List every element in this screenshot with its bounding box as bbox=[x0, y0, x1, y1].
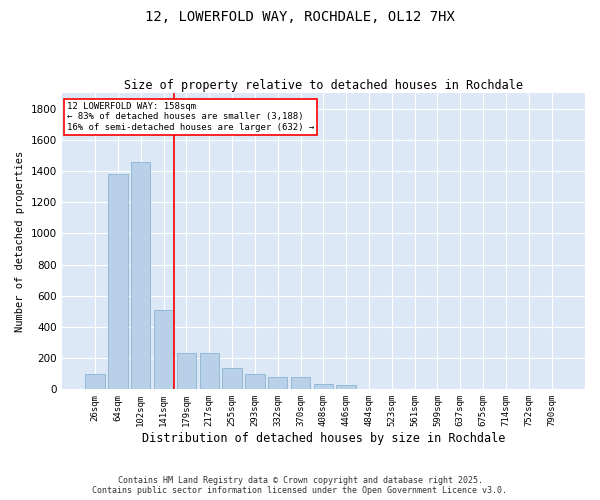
Bar bbox=[337, 386, 356, 390]
Bar bbox=[154, 310, 173, 390]
Text: 12 LOWERFOLD WAY: 158sqm
← 83% of detached houses are smaller (3,188)
16% of sem: 12 LOWERFOLD WAY: 158sqm ← 83% of detach… bbox=[67, 102, 314, 132]
Bar bbox=[108, 174, 128, 390]
Bar bbox=[291, 377, 310, 390]
Bar bbox=[131, 162, 151, 390]
Bar bbox=[223, 368, 242, 390]
Bar bbox=[85, 374, 105, 390]
Bar bbox=[245, 374, 265, 390]
Y-axis label: Number of detached properties: Number of detached properties bbox=[15, 150, 25, 332]
Text: Contains HM Land Registry data © Crown copyright and database right 2025.
Contai: Contains HM Land Registry data © Crown c… bbox=[92, 476, 508, 495]
Title: Size of property relative to detached houses in Rochdale: Size of property relative to detached ho… bbox=[124, 79, 523, 92]
X-axis label: Distribution of detached houses by size in Rochdale: Distribution of detached houses by size … bbox=[142, 432, 505, 445]
Bar bbox=[200, 354, 219, 390]
Bar bbox=[314, 384, 333, 390]
Text: 12, LOWERFOLD WAY, ROCHDALE, OL12 7HX: 12, LOWERFOLD WAY, ROCHDALE, OL12 7HX bbox=[145, 10, 455, 24]
Bar bbox=[177, 354, 196, 390]
Bar bbox=[268, 377, 287, 390]
